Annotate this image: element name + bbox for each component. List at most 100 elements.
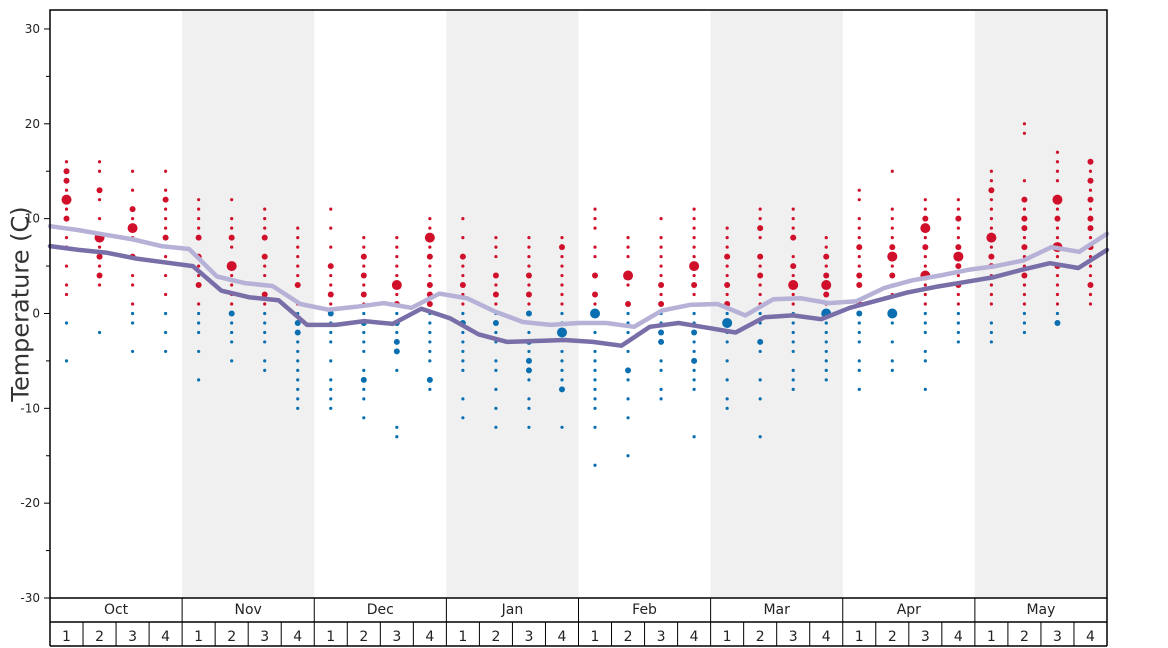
temperature-dot	[758, 207, 762, 211]
temperature-dot	[1022, 292, 1027, 297]
temperature-dot	[329, 207, 333, 211]
temperature-dot	[327, 310, 334, 317]
temperature-dot	[626, 378, 630, 382]
temperature-dot	[263, 302, 267, 306]
temperature-dot	[96, 187, 103, 194]
temperature-dot	[823, 253, 830, 260]
temperature-dot	[395, 245, 399, 249]
temperature-dot	[362, 340, 366, 344]
week-label: 1	[987, 629, 996, 645]
temperature-dot	[725, 236, 729, 240]
temperature-dot	[824, 378, 828, 382]
week-label: 4	[822, 629, 831, 645]
temperature-dot	[329, 340, 333, 344]
temperature-dot	[658, 301, 665, 307]
temperature-dot	[461, 368, 465, 372]
temperature-dot	[64, 264, 69, 268]
month-label-jan: Jan	[501, 602, 524, 618]
temperature-dot	[923, 198, 927, 202]
temperature-dot	[593, 302, 597, 306]
temperature-dot	[1088, 264, 1093, 268]
temperature-dot	[923, 264, 927, 268]
temperature-dot	[230, 283, 234, 287]
temperature-dot	[658, 282, 665, 289]
temperature-dot	[494, 236, 498, 240]
temperature-dot	[593, 349, 597, 354]
temperature-dot	[758, 283, 762, 287]
temperature-dot	[1021, 272, 1028, 279]
temperature-dot	[263, 264, 267, 268]
temperature-dot	[197, 321, 201, 325]
temperature-dot	[527, 254, 531, 259]
month-label-apr: Apr	[897, 602, 921, 618]
temperature-dot	[659, 236, 663, 240]
temperature-dot	[162, 234, 169, 241]
temperature-dot	[1022, 330, 1027, 335]
temperature-dot	[461, 311, 465, 316]
temperature-dot	[956, 226, 960, 230]
week-label: 4	[425, 629, 434, 645]
temperature-dot	[1022, 311, 1027, 316]
week-label: 2	[888, 629, 897, 645]
temperature-dot	[130, 188, 135, 192]
temperature-dot	[164, 226, 168, 230]
temperature-dot	[791, 273, 795, 278]
week-label: 1	[855, 629, 864, 645]
temperature-dot	[1022, 302, 1027, 306]
temperature-dot	[97, 160, 102, 164]
temperature-dot	[725, 359, 729, 363]
temperature-dot	[856, 272, 863, 279]
temperature-dot	[527, 283, 531, 287]
temperature-dot	[923, 321, 927, 325]
temperature-dot	[857, 198, 861, 202]
temperature-dot	[758, 349, 762, 354]
temperature-dot	[428, 217, 432, 221]
temperature-dot	[725, 340, 729, 344]
temperature-dot	[296, 236, 300, 240]
temperature-dot	[296, 264, 300, 268]
temperature-dot	[593, 217, 597, 221]
temperature-dot	[1088, 236, 1093, 240]
temperature-dot	[1054, 215, 1061, 222]
temperature-dot	[129, 206, 136, 213]
temperature-dot	[725, 273, 729, 278]
temperature-dot	[1055, 207, 1060, 211]
temperature-dot	[890, 236, 894, 240]
temperature-dot	[659, 368, 663, 372]
temperature-dot	[362, 397, 366, 401]
temperature-dot	[889, 272, 896, 279]
temperature-dot	[1087, 282, 1094, 289]
week-label: 3	[524, 629, 533, 645]
temperature-dot	[857, 188, 861, 192]
temperature-dot	[362, 368, 366, 372]
temperature-dot	[327, 263, 334, 270]
temperature-dot	[1022, 207, 1027, 211]
temperature-dot	[362, 416, 366, 420]
temperature-dot	[659, 292, 663, 297]
temperature-dot	[923, 359, 927, 363]
temperature-dot	[130, 273, 135, 278]
temperature-dot	[560, 359, 564, 363]
temperature-dot	[1055, 302, 1060, 306]
temperature-dot	[64, 188, 69, 192]
temperature-dot	[64, 207, 69, 211]
temperature-dot	[97, 169, 102, 173]
temperature-dot	[1055, 179, 1060, 183]
y-tick-label: -10	[20, 401, 40, 415]
week-label: 1	[723, 629, 732, 645]
temperature-dot	[890, 207, 894, 211]
temperature-dot	[461, 217, 465, 221]
temperature-dot	[230, 321, 234, 325]
temperature-dot	[923, 254, 927, 259]
temperature-dot	[626, 330, 630, 335]
temperature-dot	[956, 340, 960, 344]
temperature-dot	[61, 194, 72, 205]
temperature-dot	[626, 311, 630, 316]
week-label: 4	[690, 629, 699, 645]
temperature-dot	[230, 302, 234, 306]
temperature-dot	[64, 283, 69, 287]
temperature-dot	[658, 338, 665, 345]
temperature-dot	[391, 280, 402, 291]
temperature-dot	[887, 308, 898, 319]
trend-line-1	[47, 223, 1110, 330]
